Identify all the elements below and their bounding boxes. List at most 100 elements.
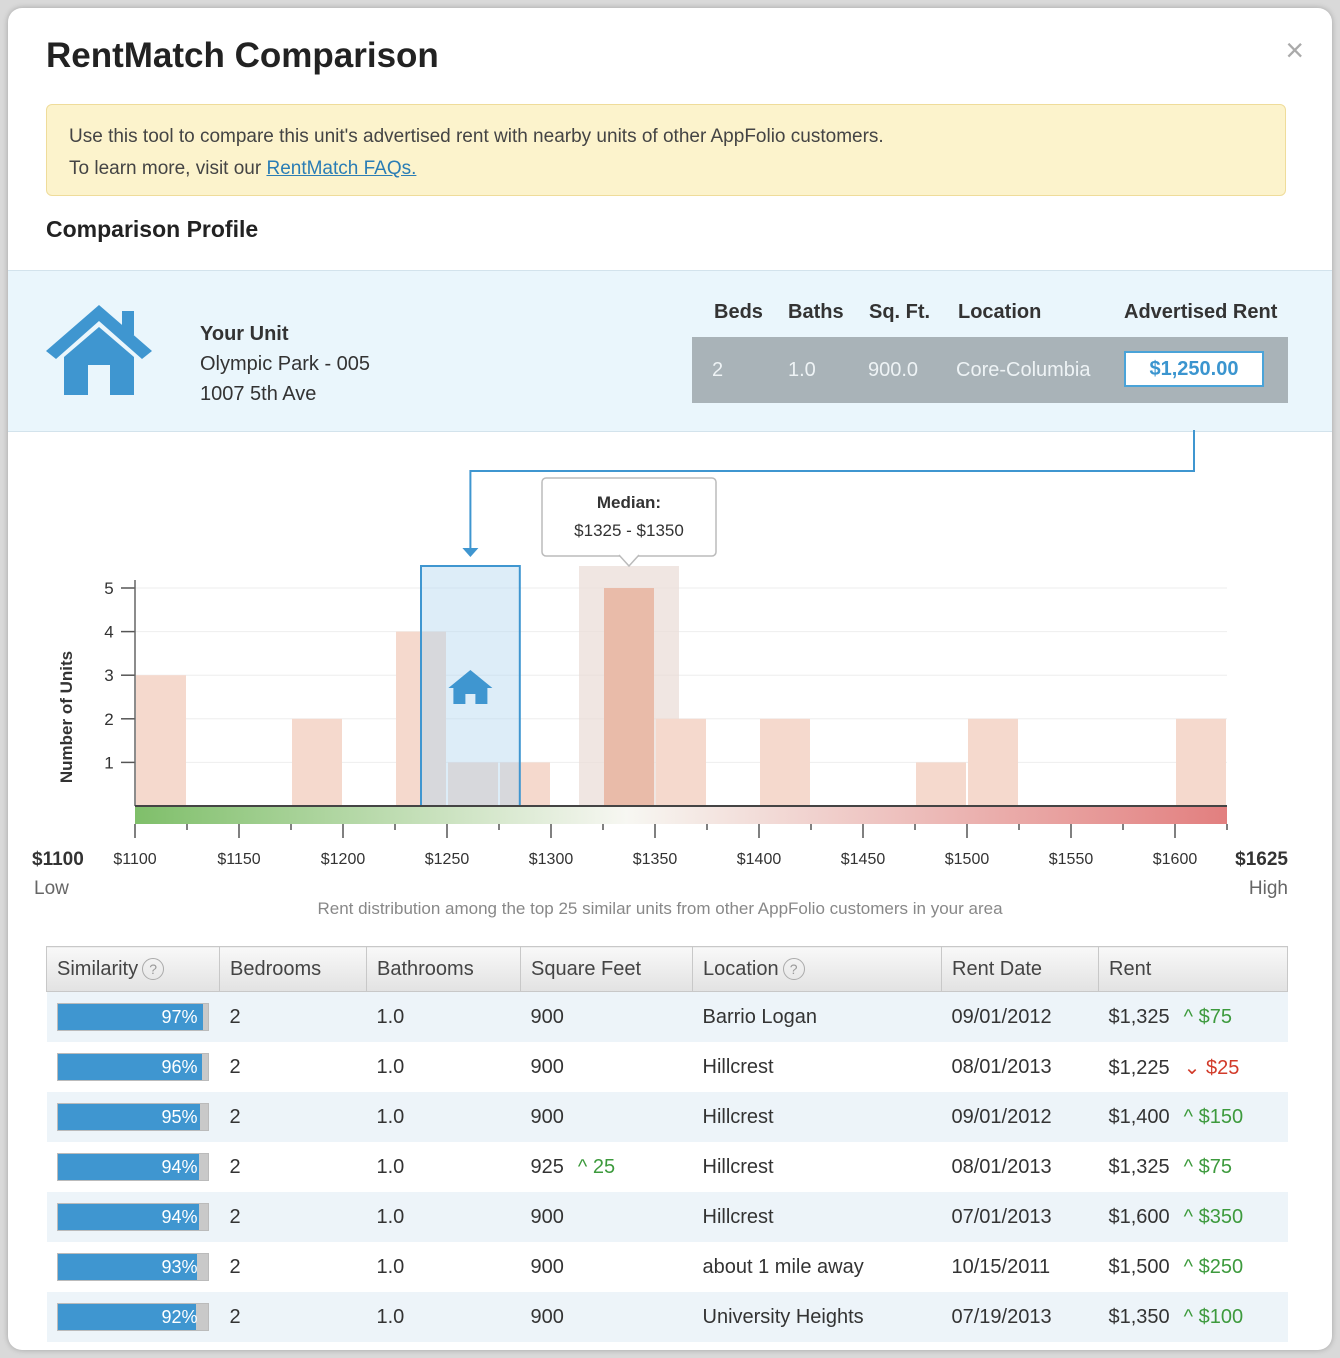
chevron-up-icon: ^	[577, 1155, 588, 1178]
similarity-fill	[57, 1154, 199, 1180]
table-row[interactable]: 92% 2 1.0 900 University Heights 07/19/2013 $1…	[46, 1292, 1288, 1342]
similarity-cell: 96%	[47, 1042, 220, 1092]
similarity-bar: 97%	[56, 1003, 209, 1031]
histogram-bar	[968, 718, 1018, 806]
histogram-bar	[760, 718, 810, 806]
profile-values-row: 2 1.0 900.0 Core-Columbia $1,250.00	[692, 337, 1288, 403]
rent-cell: $1,600 ^ $350	[1098, 1192, 1288, 1242]
notice-prefix: To learn more, visit our	[69, 158, 267, 179]
table-row[interactable]: 97% 2 1.0 900 Barrio Logan 09/01/2012 $1,325 ^ …	[46, 991, 1288, 1042]
histogram-bar	[656, 718, 706, 806]
histogram-bar	[604, 588, 654, 806]
chevron-up-icon: ^	[1183, 1105, 1194, 1128]
rent-change: ^ $350	[1184, 1206, 1243, 1229]
rentmatch-faqs-link[interactable]: RentMatch FAQs.	[266, 158, 417, 179]
rent-cell: $1,350 ^ $100	[1098, 1292, 1288, 1342]
similarity-value: 93%	[161, 1257, 198, 1277]
y-tick-label: 1	[104, 753, 113, 772]
rent-change: ^ $100	[1184, 1306, 1243, 1329]
x-tick-label: $1400	[737, 851, 782, 868]
chevron-up-icon: ^	[1183, 1155, 1194, 1178]
similarity-value: 96%	[161, 1057, 198, 1077]
rent-change: ^ $150	[1184, 1106, 1243, 1129]
location-cell: Hillcrest	[692, 1092, 942, 1142]
col-rent-date[interactable]: Rent Date	[941, 946, 1099, 992]
rent-change: ^ $250	[1184, 1256, 1243, 1279]
rent-change-value: $250	[1198, 1255, 1244, 1278]
rent-connector-line	[469, 400, 1195, 550]
x-tick-label: $1100	[113, 851, 156, 868]
similarity-value: 94%	[161, 1157, 198, 1177]
bathrooms-cell: 1.0	[376, 1255, 405, 1278]
table-header-row: Similarity? Bedrooms Bathrooms Square Fe…	[46, 946, 1288, 992]
rent-value: $1,400	[1108, 1105, 1170, 1128]
advertised-rent-header: Advertised Rent	[1124, 301, 1278, 323]
rent-change-value: $150	[1198, 1105, 1244, 1128]
rent-date-cell: 09/01/2012	[941, 991, 1099, 1042]
rentmatch-modal: RentMatch Comparison × Use this tool to …	[8, 8, 1332, 1350]
sqft-change: ^ 25	[578, 1156, 615, 1179]
rent-value: $1,600	[1108, 1205, 1170, 1228]
similarity-fill	[57, 1304, 196, 1330]
similarity-bar: 94%	[56, 1153, 209, 1181]
unit-address: 1007 5th Ave	[200, 383, 317, 405]
similarity-cell: 97%	[46, 991, 220, 1042]
rent-change-value: $75	[1198, 1005, 1232, 1028]
x-tick-label: $1450	[841, 851, 886, 868]
col-bathrooms[interactable]: Bathrooms	[366, 946, 521, 992]
y-tick-label: 2	[104, 710, 113, 729]
y-tick-label: 4	[104, 623, 113, 642]
help-icon[interactable]: ?	[142, 958, 165, 981]
bedrooms-cell: 2	[229, 1155, 241, 1178]
baths-value: 1.0	[788, 359, 816, 381]
table-row[interactable]: 94% 2 1.0 900 Hillcrest 07/01/2013 $1,600 ^ $35…	[46, 1192, 1288, 1242]
sqft-cell: 900	[521, 1042, 693, 1092]
table-row[interactable]: 96% 2 1.0 900 Hillcrest 08/01/2013 $1,225 ⌄ $25	[47, 1042, 1288, 1092]
rent-date-cell: 08/01/2013	[951, 1155, 1052, 1178]
table-row[interactable]: 94% 2 1.0 925 ^ 25 Hillcrest 08/01/2013 $1,325 ^…	[47, 1142, 1288, 1192]
beds-header: Beds	[714, 301, 763, 323]
sqft-value: 900	[530, 1005, 564, 1028]
sqft-value: 900.0	[868, 359, 919, 381]
location-header: Location	[958, 301, 1042, 323]
comparison-profile-heading: Comparison Profile	[46, 216, 259, 242]
rent-change-value: $75	[1198, 1155, 1232, 1178]
x-tick-label: $1200	[321, 851, 366, 868]
rent-value: $1,500	[1108, 1255, 1170, 1278]
high-word-label: High	[1249, 878, 1288, 899]
baths-header: Baths	[788, 301, 844, 323]
rent-value: $1,325	[1108, 1005, 1170, 1028]
close-icon[interactable]: ×	[1285, 32, 1304, 68]
similarity-cell: 93%	[47, 1242, 220, 1292]
rent-date-cell: 10/15/2011	[951, 1255, 1051, 1278]
modal-title: RentMatch Comparison	[46, 36, 439, 75]
sqft-value: 900	[530, 1305, 564, 1328]
rent-change-value: $350	[1198, 1205, 1244, 1228]
chevron-up-icon: ^	[1183, 1005, 1194, 1028]
help-icon[interactable]: ?	[782, 958, 805, 981]
similarity-value: 94%	[161, 1207, 198, 1227]
median-range: $1325 - $1350	[574, 521, 684, 540]
bathrooms-cell: 1.0	[366, 1292, 521, 1342]
col-bedrooms[interactable]: Bedrooms	[219, 946, 367, 992]
table-row[interactable]: 95% 2 1.0 900 Hillcrest 09/01/2012 $1,400 ^ $15…	[46, 1092, 1288, 1142]
histogram-bar	[916, 762, 966, 806]
col-square-feet[interactable]: Square Feet	[520, 946, 693, 992]
info-notice: Use this tool to compare this unit's adv…	[46, 104, 1286, 196]
col-similarity[interactable]: Similarity?	[46, 946, 220, 992]
sqft-value: 900	[530, 1205, 564, 1228]
table-row[interactable]: 93% 2 1.0 900 about 1 mile away 10/15/2011 $1,…	[47, 1242, 1288, 1292]
notice-line-2: To learn more, visit our RentMatch FAQs.	[69, 153, 1263, 185]
bedrooms-cell: 2	[219, 1292, 367, 1342]
location-cell: Barrio Logan	[692, 991, 942, 1042]
chevron-up-icon: ^	[1183, 1255, 1194, 1278]
advertised-rent-input[interactable]: $1,250.00	[1124, 351, 1264, 387]
histogram-bar	[1176, 718, 1226, 806]
comparables-table: Similarity? Bedrooms Bathrooms Square Fe…	[46, 946, 1288, 1342]
similarity-fill	[57, 1104, 200, 1130]
location-value: Core-Columbia	[956, 359, 1091, 381]
bedrooms-cell: 2	[219, 1192, 367, 1242]
col-location[interactable]: Location?	[692, 946, 942, 992]
col-rent[interactable]: Rent	[1098, 946, 1288, 992]
sqft-value: 900	[530, 1105, 564, 1128]
